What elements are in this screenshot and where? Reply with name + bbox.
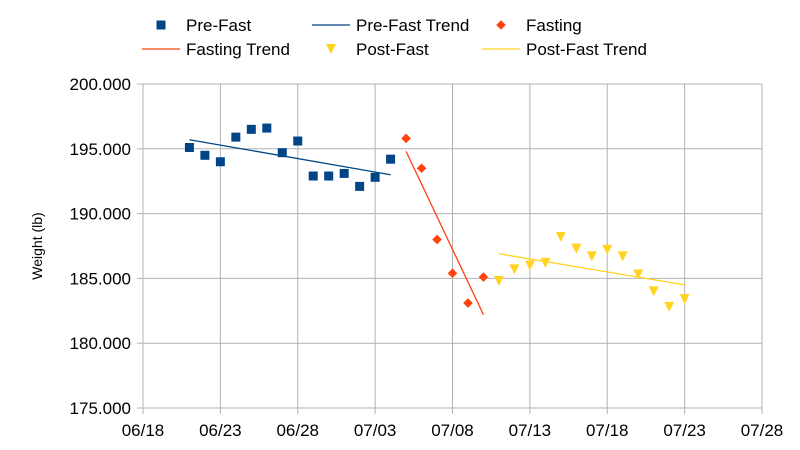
fasting-point [416,163,427,174]
pre-fast-trend-line [189,139,391,176]
y-tick-label: 175.000 [70,399,131,418]
pre-fast-legend-label: Pre-Fast [186,16,251,35]
fasting-legend-label: Fasting [526,16,582,35]
pre-fast-point [200,150,210,160]
pre-fast-point [386,154,396,164]
pre-fast-point [231,132,241,142]
pre-fast-trend-legend-label: Pre-Fast Trend [356,16,469,35]
pre-fast-point [293,136,303,146]
fasting-point [447,268,458,279]
pre-fast-point [262,123,272,133]
post-fast-point [540,257,551,268]
legend: Pre-Fast Pre-Fast Trend Fasting Fasting Tre… [142,16,647,59]
pre-fast-point [308,171,318,181]
pre-fast-point [324,171,334,181]
y-tick-label: 200.000 [70,75,131,94]
fasting-point [401,133,411,144]
x-tick-label: 07/08 [431,421,474,440]
post-fast-point [571,243,582,254]
axes [137,83,763,414]
pre-fast-point [355,181,365,191]
fasting-trend-line [405,151,485,315]
pre-fast-point [215,157,225,167]
post-fast-trend-line [498,253,685,286]
post-fast-point [648,286,659,297]
post-fast-point [617,251,628,262]
post-fast-point [555,231,566,242]
post-fast-point [509,264,520,275]
x-tick-label: 06/23 [199,421,242,440]
y-tick-label: 185.000 [70,269,131,288]
tick-labels: 175.000 180.000 185.000 190.000 195.000 200.0… [70,75,784,440]
x-tick-label: 07/18 [586,421,629,440]
pre-fast-point [370,172,380,182]
pre-fast-point [184,143,194,153]
pre-fast-legend-swatch [156,20,166,30]
x-tick-label: 07/13 [509,421,552,440]
post-fast-point [586,251,597,262]
y-tick-label: 190.000 [70,205,131,224]
pre-fast-point [339,168,349,178]
x-tick-label: 07/28 [741,421,784,440]
data-points [184,123,690,312]
fasting-legend-swatch [496,20,506,30]
post-fast-legend-label: Post-Fast [356,40,429,59]
post-fast-point [493,275,504,286]
fasting-point [463,298,473,308]
fasting-trend-legend-label: Fasting Trend [186,40,290,59]
trend-lines [189,139,685,315]
post-fast-trend-legend-label: Post-Fast Trend [526,40,647,59]
y-axis-title: Weight (lb) [29,212,45,279]
post-fast-point [679,294,690,305]
pre-fast-point [277,148,287,158]
fasting-point [432,234,442,245]
x-tick-label: 06/28 [276,421,319,440]
gridlines [142,83,763,409]
y-tick-label: 180.000 [70,334,131,353]
x-tick-label: 06/18 [122,421,165,440]
post-fast-point [524,260,535,271]
x-tick-label: 07/23 [663,421,706,440]
post-fast-point [602,244,613,255]
post-fast-point [664,301,675,312]
post-fast-legend-swatch [326,44,336,54]
fasting-point [478,272,489,282]
x-tick-label: 07/03 [354,421,397,440]
post-fast-point [633,269,644,280]
y-tick-label: 195.000 [70,140,131,159]
pre-fast-point [246,124,256,134]
